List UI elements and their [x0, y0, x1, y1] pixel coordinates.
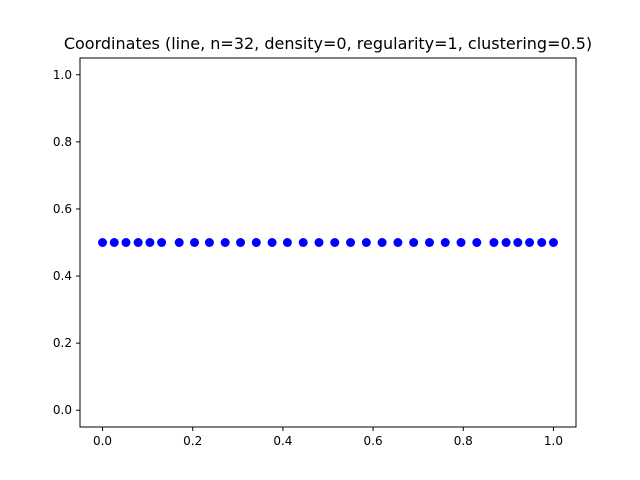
data-point	[145, 238, 155, 247]
data-point	[236, 238, 246, 247]
data-point	[456, 238, 466, 247]
data-point	[361, 238, 371, 247]
x-tick-label: 0.0	[93, 434, 112, 448]
data-point	[472, 238, 482, 247]
x-tick-label: 0.2	[183, 434, 202, 448]
data-point	[282, 238, 292, 247]
y-tick-label: 0.0	[53, 403, 72, 417]
data-point	[267, 238, 277, 247]
x-tick-label: 0.4	[273, 434, 292, 448]
data-point	[393, 238, 403, 247]
data-point	[220, 238, 230, 247]
data-point	[98, 238, 108, 247]
data-points	[98, 238, 558, 247]
data-point	[314, 238, 324, 247]
data-point	[190, 238, 200, 247]
data-point	[424, 238, 434, 247]
plot-area-frame	[79, 57, 577, 428]
data-point	[525, 238, 535, 247]
y-tick-label: 0.6	[53, 202, 72, 216]
x-tick-label: 0.8	[454, 434, 473, 448]
y-tick-label: 0.8	[53, 135, 72, 149]
data-point	[513, 238, 523, 247]
y-tick-label: 0.2	[53, 336, 72, 350]
data-point	[157, 238, 167, 247]
data-point	[204, 238, 214, 247]
y-tick-label: 0.4	[53, 269, 72, 283]
y-tick-label: 1.0	[53, 68, 72, 82]
y-axis: 0.0 0.2 0.4 0.6 0.8 1.0	[53, 68, 80, 417]
data-point	[330, 238, 340, 247]
data-point	[409, 238, 419, 247]
data-point	[501, 238, 511, 247]
data-point	[298, 238, 308, 247]
x-tick-label: 0.6	[364, 434, 383, 448]
x-tick-label: 1.0	[544, 434, 563, 448]
data-point	[548, 238, 558, 247]
data-point	[489, 238, 499, 247]
data-point	[133, 238, 143, 247]
x-axis: 0.0 0.2 0.4 0.6 0.8 1.0	[93, 427, 563, 448]
data-point	[346, 238, 356, 247]
data-point	[377, 238, 387, 247]
data-point	[174, 238, 184, 247]
chart-title: Coordinates (line, n=32, density=0, regu…	[64, 34, 592, 53]
data-point	[440, 238, 450, 247]
data-point	[121, 238, 131, 247]
data-point	[251, 238, 261, 247]
data-point	[537, 238, 547, 247]
data-point	[109, 238, 119, 247]
